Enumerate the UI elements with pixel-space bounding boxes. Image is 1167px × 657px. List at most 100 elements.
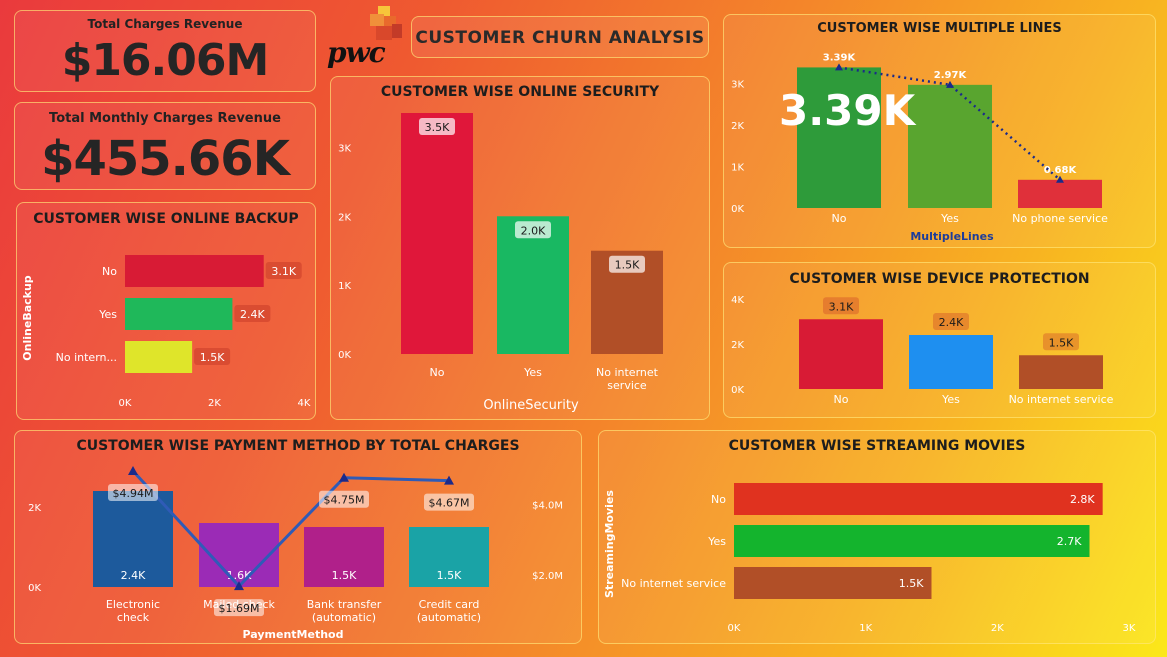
multiple-lines-line [838,66,1061,181]
online-security-bar-0 [401,113,473,354]
device-protection-bar-1 [909,335,993,389]
multiple-lines-xlabel: MultipleLines [910,230,994,243]
online-security-label-2: 1.5K [615,259,640,272]
device-protection-label-2-bg [1043,333,1079,351]
payment-method-xlabel: PaymentMethod [243,628,344,641]
device-protection-tick-2: 4K [731,295,744,306]
online-backup-cat-1: Yes [98,308,117,321]
total-charges-value: $16.06M [61,35,270,86]
payment-method-marker-3 [444,475,454,485]
pwc-logo [326,6,410,68]
online-security-cat-0: No [430,366,445,379]
multiple-lines-card: CUSTOMER WISE MULTIPLE LINES 0K 1K 2K 3K No 3… [723,14,1156,248]
online-security-tick-2: 2K [338,212,351,223]
streaming-movies-tick-0: 0K [728,623,741,634]
online-security-chart: 0K 1K 2K 3K 3.5K No 2.0K Yes 1.5K No internet serv… [338,113,663,413]
payment-method-line-label-2-bg [319,490,369,508]
payment-method-marker-1 [234,581,244,591]
online-security-cat-1: Yes [523,366,542,379]
online-security-title: CUSTOMER WISE ONLINE SECURITY [380,84,660,100]
device-protection-tick-1: 2K [731,340,744,351]
streaming-movies-label-2: 1.5K [899,577,924,590]
payment-method-tick-left-1: 2K [28,503,41,514]
payment-method-tick-right-1: $4.0M [532,500,563,511]
online-backup-tick-0: 0K [119,398,132,409]
online-backup-chart: OnlineBackup No 3.1K Yes 2.4K No intern... 1.5… [21,255,311,409]
multiple-lines-cat-2: No phone service [1012,212,1108,225]
multiple-lines-label-0: 3.39K [823,52,857,63]
payment-method-marker-2 [339,472,349,482]
payment-method-label-0: 2.4K [121,569,146,582]
total-charges-label: Total Charges Revenue [87,17,243,31]
online-backup-title: CUSTOMER WISE ONLINE BACKUP [33,211,299,227]
online-security-label-1-bg [515,221,551,239]
device-protection-label-2: 1.5K [1049,336,1074,349]
multiple-lines-tick-0: 0K [731,204,744,215]
online-security-xlabel: OnlineSecurity [483,398,579,413]
streaming-movies-chart: StreamingMovies No 2.8K Yes 2.7K No internet … [603,483,1136,634]
payment-method-line-label-3-bg [424,493,474,511]
device-protection-label-0-bg [823,297,859,315]
monthly-charges-label: Total Monthly Charges Revenue [49,111,281,126]
payment-method-cat-2: Bank transfer (automatic) [307,598,382,624]
multiple-lines-cat-1: Yes [940,212,959,225]
multiple-lines-marker-2 [1056,175,1064,183]
multiple-lines-label-2: 0.68K [1044,165,1078,176]
device-protection-cat-0: No [834,393,849,406]
device-protection-cat-2: No internet service [1009,393,1114,406]
payment-method-line-label-3: $4.67M [429,497,470,510]
online-backup-bar-0 [125,255,264,287]
streaming-movies-tick-3: 3K [1123,623,1136,634]
monthly-charges-value: $455.66K [41,131,290,187]
payment-method-tick-left-0: 0K [28,583,41,594]
payment-method-label-3: 1.5K [437,569,462,582]
payment-method-bar-0 [93,491,173,587]
device-protection-tick-0: 0K [731,385,744,396]
online-security-label-0: 3.5K [425,121,450,134]
payment-method-line-label-0: $4.94M [113,487,154,500]
multiple-lines-tick-1: 1K [731,163,744,174]
device-protection-label-1: 2.4K [939,316,964,329]
multiple-lines-bar-2 [1018,179,1102,208]
payment-method-title: CUSTOMER WISE PAYMENT METHOD BY TOTAL CH… [76,438,520,454]
payment-method-marker-0 [128,466,138,475]
payment-method-line-label-0-bg [108,484,158,501]
device-protection-title: CUSTOMER WISE DEVICE PROTECTION [789,271,1090,287]
total-charges-card: Total Charges Revenue $16.06M [14,10,316,92]
payment-method-label-2: 1.5K [332,569,357,582]
streaming-movies-title: CUSTOMER WISE STREAMING MOVIES [728,438,1026,454]
online-security-tick-3: 3K [338,143,351,154]
online-security-tick-0: 0K [338,350,351,361]
streaming-movies-label-1: 2.7K [1057,535,1082,548]
online-backup-ylabel: OnlineBackup [21,275,34,360]
page-title: CUSTOMER CHURN ANALYSIS [415,28,705,48]
payment-method-line-label-2: $4.75M [324,494,365,507]
pwc-logo-mark [370,6,402,40]
online-security-tick-1: 1K [338,281,351,292]
online-security-label-1: 2.0K [521,224,546,237]
payment-method-bar-2 [304,527,384,587]
device-protection-bar-0 [799,319,883,389]
payment-method-line-label-1-bg [214,599,264,617]
multiple-lines-highlight: 3.39K [779,86,917,135]
online-backup-cat-2: No intern... [56,351,117,364]
online-backup-bar-2 [125,341,193,373]
device-protection-card: CUSTOMER WISE DEVICE PROTECTION 0K 2K 4K 3.… [723,262,1156,418]
streaming-movies-tick-2: 2K [991,623,1004,634]
payment-method-line [131,469,450,589]
multiple-lines-tick-3: 3K [731,80,744,91]
multiple-lines-marker-1 [946,80,954,88]
payment-method-card: CUSTOMER WISE PAYMENT METHOD BY TOTAL CH… [14,430,582,644]
online-backup-cat-0: No [102,265,117,278]
streaming-movies-tick-1: 1K [859,623,872,634]
online-security-bar-1 [497,216,569,354]
multiple-lines-marker-0 [835,63,843,71]
payment-method-cat-0: Electronic check [106,598,160,624]
online-backup-label-0: 3.1K [271,265,296,278]
device-protection-label-0: 3.1K [829,300,854,313]
multiple-lines-cat-0: No [832,212,847,225]
streaming-movies-ylabel: StreamingMovies [603,490,616,598]
online-backup-card: CUSTOMER WISE ONLINE BACKUP OnlineBackup… [16,202,316,420]
device-protection-cat-1: Yes [941,393,960,406]
streaming-movies-label-0: 2.8K [1070,493,1095,506]
